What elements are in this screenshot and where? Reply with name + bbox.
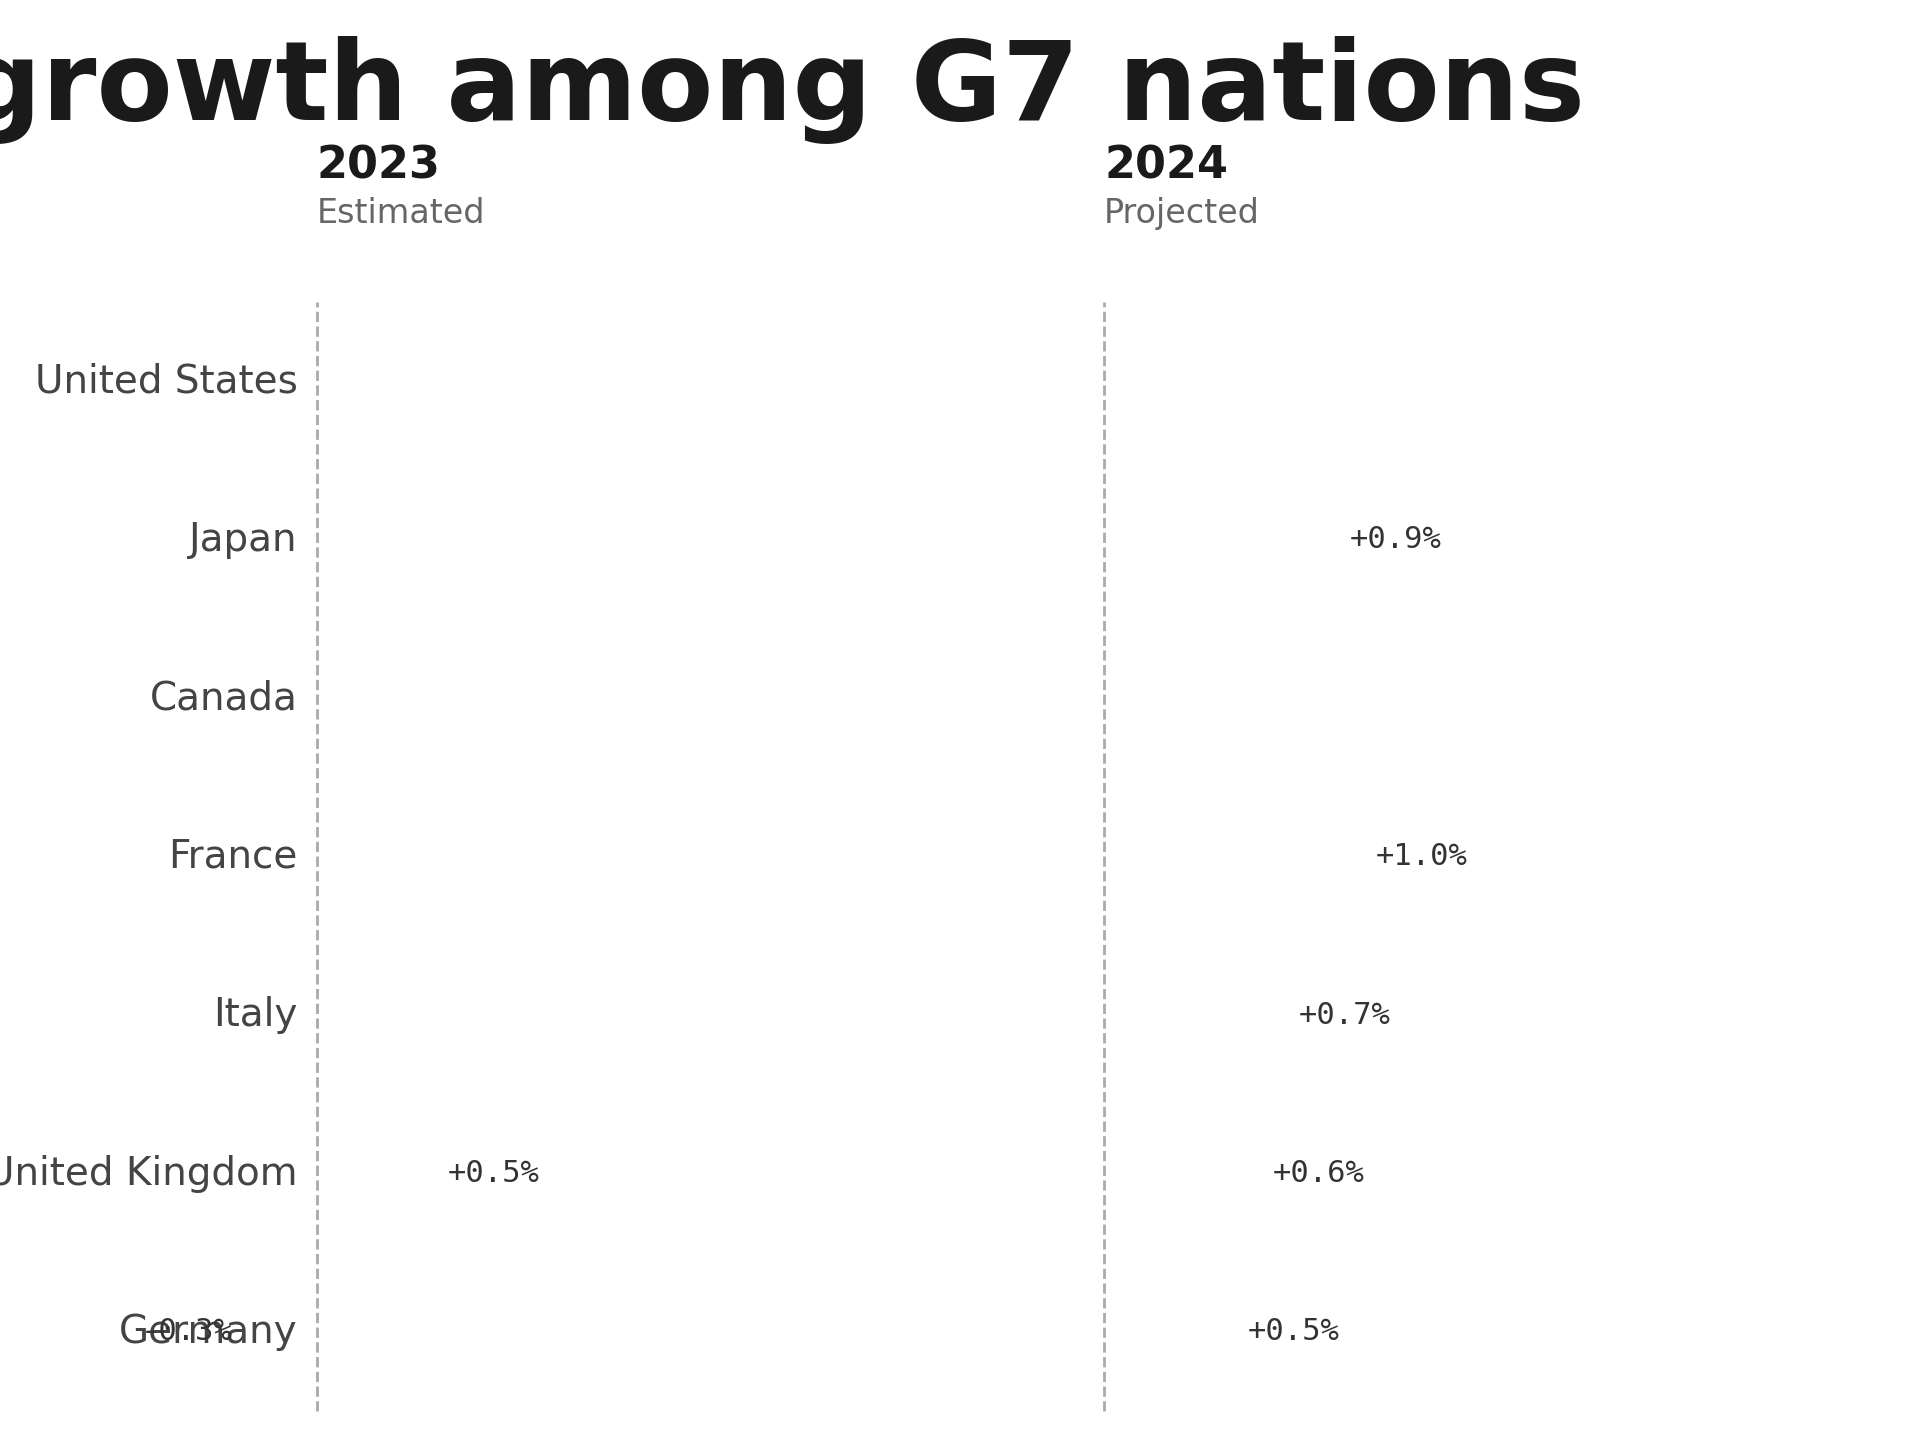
Text: +2.1%: +2.1% [1540,367,1632,396]
Text: +1.0%: +1.0% [1375,842,1467,871]
Text: +0.9%: +0.9% [1350,526,1442,554]
Text: +1.1%: +1.1% [468,684,561,713]
Text: United States: United States [35,363,298,400]
Text: +1.9%: +1.9% [653,526,745,554]
Text: +0.5%: +0.5% [447,1159,540,1188]
Text: -0.3%: -0.3% [140,1318,232,1346]
Text: +0.8%: +0.8% [399,842,492,871]
Text: +2.5%: +2.5% [791,367,883,396]
Text: 2024: 2024 [1104,144,1229,187]
Text: +1.4%: +1.4% [1361,684,1453,713]
Text: Canada: Canada [150,680,298,717]
Text: United Kingdom: United Kingdom [0,1155,298,1192]
Text: +0.6%: +0.6% [1273,1159,1365,1188]
Text: +0.7%: +0.7% [376,1001,468,1030]
Text: Germany: Germany [119,1313,298,1351]
Text: Italy: Italy [213,996,298,1034]
Text: France: France [169,838,298,876]
Text: +0.7%: +0.7% [1298,1001,1390,1030]
Text: Projected: Projected [1104,197,1260,230]
Text: +0.5%: +0.5% [1248,1318,1340,1346]
Text: 2023: 2023 [317,144,442,187]
Text: Japan: Japan [188,521,298,559]
Text: Estimated: Estimated [317,197,486,230]
Text: growth among G7 nations: growth among G7 nations [0,36,1584,144]
